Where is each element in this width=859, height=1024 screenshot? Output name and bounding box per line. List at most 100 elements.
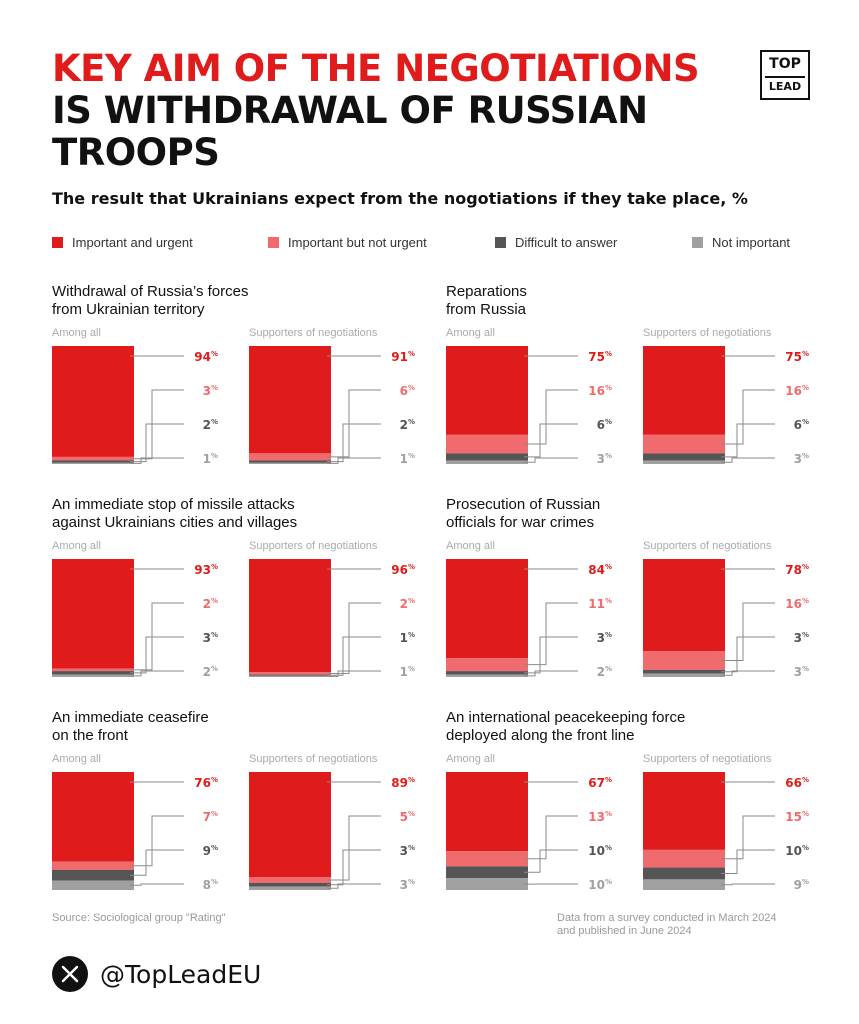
value-label: 6% bbox=[400, 384, 415, 398]
value-label: 3% bbox=[203, 631, 218, 645]
value-label: 3% bbox=[597, 452, 612, 466]
value-label: 78% bbox=[785, 563, 809, 577]
leader-line bbox=[721, 670, 775, 676]
leader-line bbox=[130, 636, 184, 674]
bar-segment-not-important bbox=[446, 674, 528, 677]
bar-segment-important-not-urgent bbox=[643, 434, 725, 454]
group-label: Supporters of negotiations bbox=[249, 327, 378, 339]
group-label: Supporters of negotiations bbox=[249, 753, 378, 765]
leader-line bbox=[721, 636, 775, 673]
bar-segment-important-not-urgent bbox=[52, 456, 134, 461]
leader-line bbox=[327, 636, 381, 676]
value-label: 89% bbox=[391, 776, 415, 790]
value-label: 93% bbox=[194, 563, 218, 577]
bar-segment-important-urgent bbox=[643, 559, 725, 652]
logo-line-top: TOP bbox=[769, 56, 801, 72]
bar-segment-important-urgent bbox=[52, 346, 134, 457]
bar-segment-important-urgent bbox=[446, 346, 528, 435]
leader-line bbox=[524, 602, 578, 666]
panel-title-line2: against Ukrainians cities and villages bbox=[52, 514, 298, 531]
value-label: 10% bbox=[785, 844, 809, 858]
legend-swatch bbox=[268, 237, 279, 248]
leader-line bbox=[524, 423, 578, 458]
bar-segment-difficult bbox=[52, 460, 134, 463]
value-label: 3% bbox=[794, 665, 809, 679]
stacked-bar-chart: 75% 16% 6% 3% bbox=[643, 346, 809, 466]
value-label: 75% bbox=[785, 350, 809, 364]
value-label: 8% bbox=[203, 878, 218, 892]
panel-title-line1: Reparations bbox=[446, 283, 527, 300]
bar-segment-important-urgent bbox=[446, 772, 528, 852]
leader-line bbox=[721, 883, 775, 886]
legend-item-not-important: Not important bbox=[692, 235, 790, 250]
bar-segment-not-important bbox=[446, 878, 528, 890]
bar-segment-not-important bbox=[643, 460, 725, 464]
value-label: 96% bbox=[391, 563, 415, 577]
bar-segment-important-not-urgent bbox=[52, 861, 134, 870]
group-label: Supporters of negotiations bbox=[643, 327, 772, 339]
leader-line bbox=[721, 389, 775, 445]
bar-segment-difficult bbox=[52, 869, 134, 881]
legend-label: Important but not urgent bbox=[288, 235, 427, 250]
legend-item-difficult: Difficult to answer bbox=[495, 235, 617, 250]
value-label: 67% bbox=[588, 776, 612, 790]
leader-line bbox=[130, 883, 184, 886]
chart-subtitle: The result that Ukrainians expect from t… bbox=[52, 189, 748, 208]
value-label: 84% bbox=[588, 563, 612, 577]
panel-title-line2: from Russia bbox=[446, 301, 527, 318]
leader-line bbox=[327, 815, 381, 881]
group-label: Among all bbox=[52, 753, 101, 765]
leader-line bbox=[721, 602, 775, 661]
value-label: 13% bbox=[588, 810, 612, 824]
legend: Important and urgent Important but not u… bbox=[52, 235, 812, 255]
bar-segment-important-urgent bbox=[52, 559, 134, 669]
title-line-1: KEY AIM OF THE NEGOTIATIONS bbox=[52, 47, 700, 90]
social-handle[interactable]: @TopLeadEU bbox=[52, 956, 261, 992]
bar-segment-important-not-urgent bbox=[643, 651, 725, 670]
bar-segment-difficult bbox=[249, 674, 331, 676]
x-logo-icon bbox=[52, 956, 88, 992]
bar-segment-important-not-urgent bbox=[52, 668, 134, 672]
legend-swatch bbox=[52, 237, 63, 248]
value-label: 3% bbox=[794, 631, 809, 645]
survey-note-line1: Data from a survey conducted in March 20… bbox=[557, 912, 777, 924]
bar-segment-not-important bbox=[52, 880, 134, 890]
bar-segment-difficult bbox=[643, 867, 725, 880]
leader-line bbox=[327, 423, 381, 463]
value-label: 16% bbox=[785, 597, 809, 611]
survey-note: Data from a survey conducted in March 20… bbox=[557, 912, 777, 938]
value-label: 1% bbox=[400, 452, 415, 466]
bar-segment-important-not-urgent bbox=[249, 877, 331, 883]
value-label: 75% bbox=[588, 350, 612, 364]
panel-title-line1: Prosecution of Russian bbox=[446, 496, 601, 513]
legend-label: Not important bbox=[712, 235, 791, 250]
leader-line bbox=[327, 602, 381, 674]
value-label: 6% bbox=[794, 418, 809, 432]
value-label: 66% bbox=[785, 776, 809, 790]
panel-title-line2: deployed along the front line bbox=[446, 727, 635, 744]
bar-segment-difficult bbox=[446, 671, 528, 675]
leader-line bbox=[130, 602, 184, 671]
legend-label: Important and urgent bbox=[72, 235, 193, 250]
value-label: 2% bbox=[400, 597, 415, 611]
bar-segment-difficult bbox=[249, 882, 331, 887]
leader-line bbox=[721, 849, 775, 874]
value-label: 2% bbox=[203, 418, 218, 432]
leader-line bbox=[130, 815, 184, 867]
bar-segment-difficult bbox=[446, 866, 528, 879]
bar-segment-important-not-urgent bbox=[446, 434, 528, 454]
bar-segment-important-urgent bbox=[249, 559, 331, 673]
leader-line bbox=[327, 670, 381, 677]
bar-segment-important-urgent bbox=[643, 772, 725, 850]
group-label: Among all bbox=[446, 753, 495, 765]
panel-title-line2: from Ukrainian territory bbox=[52, 301, 205, 318]
value-label: 15% bbox=[785, 810, 809, 824]
handle-text: @TopLeadEU bbox=[100, 959, 262, 989]
value-label: 94% bbox=[194, 350, 218, 364]
value-label: 1% bbox=[203, 452, 218, 466]
value-label: 10% bbox=[588, 878, 612, 892]
value-label: 1% bbox=[400, 631, 415, 645]
value-label: 91% bbox=[391, 350, 415, 364]
value-label: 10% bbox=[588, 844, 612, 858]
bar-segment-important-not-urgent bbox=[446, 851, 528, 867]
